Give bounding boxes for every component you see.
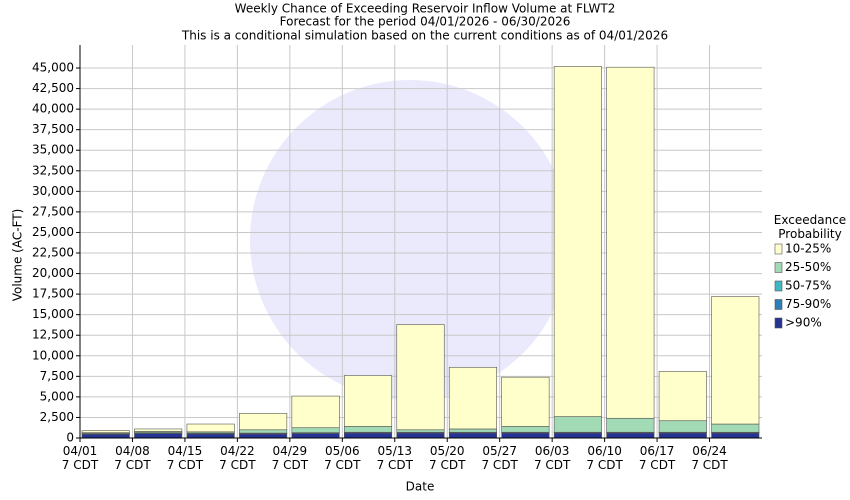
bar-segment bbox=[344, 426, 393, 433]
bar-segment bbox=[396, 429, 445, 433]
y-tick-label: 22,500 bbox=[32, 246, 74, 260]
y-tick-label: 15,000 bbox=[32, 307, 74, 321]
x-tick-label: 06/03 7 CDT bbox=[534, 444, 571, 472]
legend-label: 10-25% bbox=[785, 242, 831, 256]
bar-segment bbox=[711, 296, 760, 425]
x-tick-label: 04/01 7 CDT bbox=[62, 444, 99, 472]
y-tick-label: 20,000 bbox=[32, 266, 74, 280]
watermark-circle bbox=[250, 80, 570, 400]
y-tick-label: 40,000 bbox=[32, 102, 74, 116]
bar-segment bbox=[239, 413, 288, 431]
bar-segment bbox=[711, 423, 760, 433]
bar-segment bbox=[291, 433, 340, 439]
bar-segment bbox=[658, 371, 707, 422]
bar-segment bbox=[239, 433, 288, 439]
legend-title: Exceedance Probability bbox=[774, 213, 846, 241]
bar-segment bbox=[448, 428, 497, 433]
x-tick-label: 06/17 7 CDT bbox=[639, 444, 676, 472]
bar-segment bbox=[448, 366, 497, 430]
bar-segment bbox=[291, 427, 340, 433]
legend-swatch bbox=[774, 280, 783, 292]
x-tick-label: 04/15 7 CDT bbox=[167, 444, 204, 472]
bar-segment bbox=[81, 430, 130, 433]
chart-subtitle: This is a conditional simulation based o… bbox=[181, 29, 668, 43]
legend-swatch bbox=[774, 243, 783, 255]
bar-segment bbox=[501, 426, 550, 433]
x-tick-label: 05/27 7 CDT bbox=[481, 444, 518, 472]
y-axis-label: Volume (AC-FT) bbox=[11, 209, 25, 302]
y-tick-label: 35,000 bbox=[32, 143, 74, 157]
y-tick-label: 0 bbox=[66, 431, 74, 445]
bar-segment bbox=[239, 429, 288, 434]
bar-segment bbox=[291, 395, 340, 429]
legend-label: 50-75% bbox=[785, 279, 831, 293]
bar-segment bbox=[501, 432, 550, 439]
bar-segment bbox=[344, 375, 393, 427]
legend-swatch bbox=[774, 299, 783, 310]
x-tick-label: 04/08 7 CDT bbox=[114, 444, 151, 472]
y-tick-label: 10,000 bbox=[32, 348, 74, 362]
x-tick-label: 05/20 7 CDT bbox=[429, 444, 466, 472]
bar-segment bbox=[81, 434, 130, 439]
bar-segment bbox=[396, 432, 445, 439]
y-tick-label: 12,500 bbox=[32, 328, 74, 342]
bar-segment bbox=[553, 416, 602, 433]
watermark bbox=[250, 80, 570, 400]
y-tick-label: 32,500 bbox=[32, 163, 74, 177]
bar-segment bbox=[448, 432, 497, 439]
bar-segment bbox=[344, 432, 393, 439]
y-tick-label: 7,500 bbox=[40, 369, 74, 383]
bar-segment bbox=[186, 433, 235, 439]
bar-segment bbox=[606, 417, 655, 433]
bar-segment bbox=[658, 420, 707, 433]
legend-label: >90% bbox=[785, 316, 822, 330]
legend-swatch bbox=[774, 317, 783, 329]
chart-title: Weekly Chance of Exceeding Reservoir Inf… bbox=[235, 2, 616, 16]
bar-segment bbox=[553, 432, 602, 439]
bar-segment bbox=[134, 428, 183, 432]
y-tick-label: 5,000 bbox=[40, 389, 74, 403]
bar-segment bbox=[501, 376, 550, 427]
x-tick-label: 05/06 7 CDT bbox=[324, 444, 361, 472]
bar-segment bbox=[134, 433, 183, 439]
y-tick-label: 27,500 bbox=[32, 204, 74, 218]
x-tick-label: 04/22 7 CDT bbox=[219, 444, 256, 472]
legend-label: 25-50% bbox=[785, 260, 831, 274]
bar-segment bbox=[606, 432, 655, 439]
y-tick-label: 2,500 bbox=[40, 410, 74, 424]
y-tick-label: 30,000 bbox=[32, 184, 74, 198]
y-tick-label: 45,000 bbox=[32, 61, 74, 75]
bar-segment bbox=[186, 423, 235, 433]
y-tick-label: 25,000 bbox=[32, 225, 74, 239]
x-tick-label: 05/13 7 CDT bbox=[377, 444, 414, 472]
bar-segment bbox=[553, 66, 602, 417]
legend-swatch bbox=[774, 262, 783, 273]
x-tick-label: 04/29 7 CDT bbox=[272, 444, 309, 472]
x-axis-label: Date bbox=[406, 480, 435, 494]
bar-segment bbox=[396, 324, 445, 431]
bar-segment bbox=[606, 66, 655, 419]
x-tick-label: 06/24 7 CDT bbox=[691, 444, 728, 472]
y-tick-label: 17,500 bbox=[32, 287, 74, 301]
y-tick-label: 37,500 bbox=[32, 122, 74, 136]
bar-segment bbox=[711, 432, 760, 439]
y-tick-label: 42,500 bbox=[32, 81, 74, 95]
bar-segment bbox=[658, 432, 707, 439]
x-tick-label: 06/10 7 CDT bbox=[586, 444, 623, 472]
legend-label: 75-90% bbox=[785, 297, 831, 311]
chart-subtitle: Forecast for the period 04/01/2026 - 06/… bbox=[280, 15, 571, 29]
